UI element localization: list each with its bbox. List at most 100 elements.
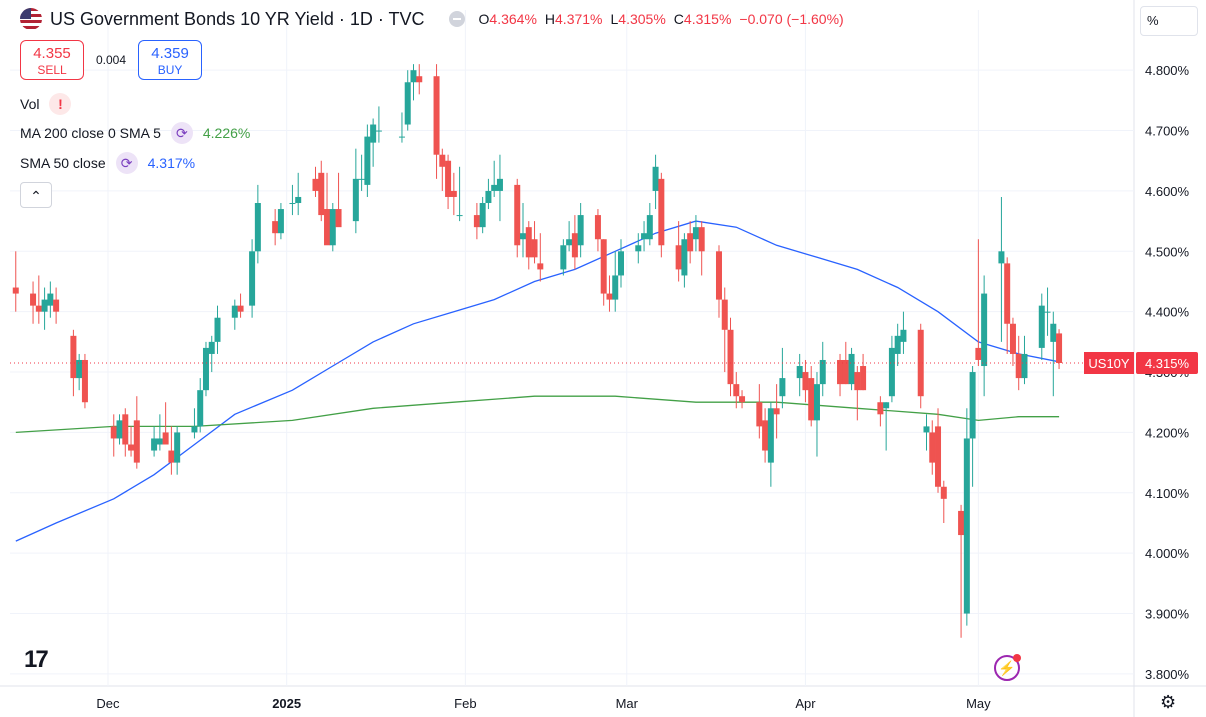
candle-body (1056, 333, 1063, 363)
candle-body (35, 305, 42, 312)
candle-body (612, 275, 619, 300)
scale-mode-button[interactable]: % (1140, 6, 1198, 36)
candle-body (635, 245, 642, 252)
candle-body (940, 486, 947, 499)
change-value: −0.070 (−1.60%) (739, 11, 844, 27)
sma50-label: SMA 50 close (20, 155, 106, 171)
candle-body (698, 227, 705, 252)
candle-body (560, 245, 567, 270)
candle-body (958, 510, 965, 536)
chevron-up-icon: ⌃ (30, 188, 42, 204)
sync-icon[interactable]: ⟳ (115, 152, 138, 174)
candle-body (808, 378, 815, 421)
us-flag-icon (20, 8, 42, 30)
candle-body (128, 444, 135, 451)
candle-body (1050, 323, 1057, 342)
symbol-title[interactable]: US Government Bonds 10 YR Yield · 1D · T… (50, 8, 425, 29)
candle-body (151, 438, 158, 451)
symbol-tag (1084, 352, 1134, 374)
candle-body (877, 402, 884, 415)
candle-body (1038, 305, 1045, 348)
candle-body (652, 166, 659, 191)
candle-body (883, 402, 890, 409)
candle-body (295, 196, 302, 204)
sma50-value: 4.317% (147, 155, 196, 171)
candle-body (531, 239, 538, 258)
sell-button[interactable]: 4.355 SELL (20, 40, 84, 80)
sell-label: SELL (37, 63, 67, 77)
minus-icon[interactable] (448, 11, 465, 27)
x-tick-label: Mar (616, 696, 639, 711)
candle-body (81, 359, 88, 403)
time-axis: Dec 2025 Feb Mar Apr May (96, 696, 991, 711)
candle-body (410, 70, 417, 83)
x-tick-label: Dec (96, 696, 120, 711)
spread-value: 0.004 (96, 53, 127, 67)
candle-body (214, 317, 221, 342)
y-tick-label: 4.700% (1145, 124, 1190, 139)
candle-body (12, 287, 19, 294)
candle-body (641, 233, 648, 240)
buy-button[interactable]: 4.359 BUY (138, 40, 203, 80)
candle-body (594, 215, 601, 240)
indicator-vol[interactable]: Vol ! (20, 93, 72, 115)
candle-body (53, 299, 60, 312)
collapse-legend-button[interactable]: ⌃ (20, 182, 52, 208)
candle-body (1015, 353, 1022, 379)
warning-icon[interactable]: ! (49, 93, 72, 115)
ohlc-values: O4.364% H4.371% L4.305% C4.315% −0.070 (… (478, 11, 844, 27)
candle-body (681, 239, 688, 276)
indicator-ma200[interactable]: MA 200 close 0 SMA 5 ⟳ 4.226% (20, 122, 250, 144)
candle-body (571, 233, 578, 258)
indicator-sma50[interactable]: SMA 50 close ⟳ 4.317% (20, 152, 195, 174)
candle-body (739, 396, 746, 403)
candle-body (888, 347, 895, 397)
candle-body (329, 209, 336, 246)
sell-price: 4.355 (33, 45, 71, 62)
candle-body (335, 209, 342, 228)
candle-body (473, 215, 480, 228)
candle-body (773, 408, 780, 415)
close-value: 4.315% (683, 11, 732, 27)
y-tick-label: 4.500% (1145, 244, 1190, 259)
candle-body (47, 293, 54, 306)
candle-body (116, 420, 123, 439)
candle-body (439, 154, 446, 167)
candle-body (963, 438, 970, 614)
tradingview-logo-icon: 17 (24, 646, 49, 673)
candle-body (842, 359, 849, 385)
y-tick-label: 4.100% (1145, 486, 1190, 501)
candle-body (1009, 323, 1016, 354)
candle-body (358, 178, 365, 180)
symbol-tag-label: US10Y (1088, 356, 1130, 371)
sma50-line (15, 220, 1060, 542)
y-tick-label: 3.900% (1145, 607, 1190, 622)
candle-body (249, 251, 256, 306)
sync-icon[interactable]: ⟳ (170, 122, 193, 144)
lightning-icon[interactable]: ⚡ (994, 654, 1021, 681)
price-tag (1136, 352, 1198, 374)
y-tick-label: 3.800% (1145, 667, 1190, 682)
candle-body (917, 329, 924, 397)
candle-body (537, 263, 544, 270)
gear-icon[interactable]: ⚙ (1160, 692, 1177, 712)
candle-body (433, 76, 440, 155)
low-value: 4.305% (618, 11, 666, 27)
candle-body (837, 359, 844, 385)
candle-body (324, 209, 331, 246)
y-tick-label: 4.600% (1145, 184, 1190, 199)
candle-body (617, 251, 624, 276)
candle-body (30, 293, 37, 306)
candle-body (854, 372, 861, 391)
candle-body (156, 438, 163, 445)
candle-body (76, 359, 83, 379)
candle-body (70, 335, 77, 379)
candle-body (174, 432, 181, 463)
candle-body (312, 178, 319, 191)
candle-body (721, 299, 728, 330)
candle-body (416, 76, 423, 83)
chart-legend-title: US Government Bonds 10 YR Yield · 1D · T… (20, 8, 844, 30)
high-value: 4.371% (555, 11, 603, 27)
candle-body (1044, 311, 1051, 313)
